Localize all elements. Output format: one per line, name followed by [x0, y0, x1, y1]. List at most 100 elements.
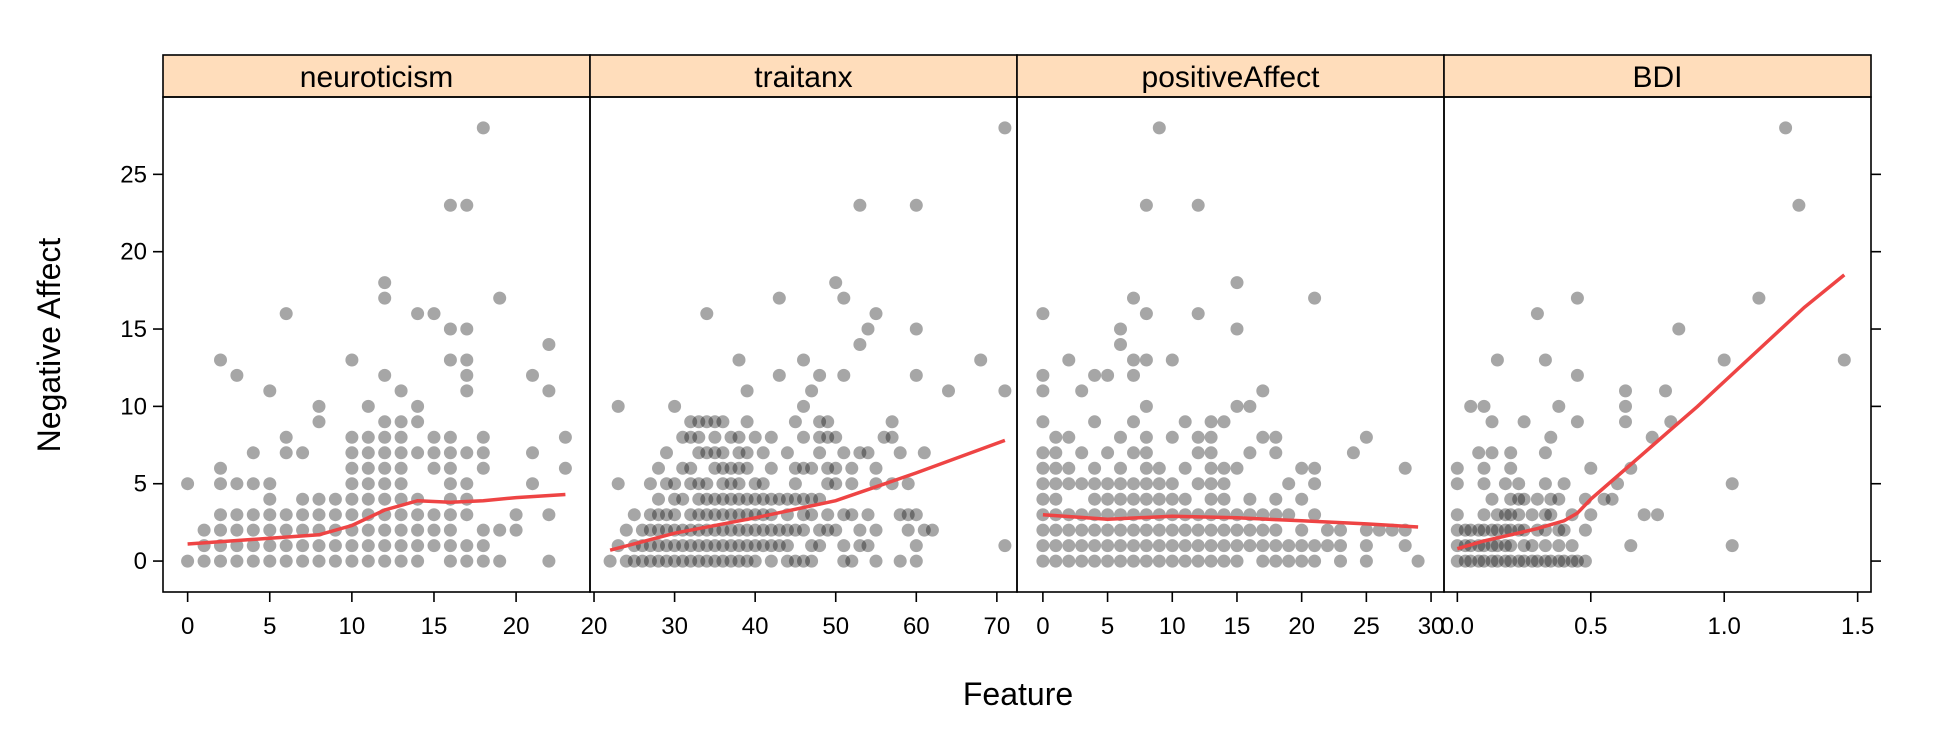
- data-point: [361, 554, 375, 568]
- data-point: [394, 523, 408, 537]
- data-point: [998, 384, 1012, 398]
- data-point: [1165, 353, 1179, 367]
- y-tick-label: 15: [120, 316, 147, 343]
- data-point: [708, 430, 722, 444]
- data-point: [279, 539, 293, 553]
- data-point: [1490, 539, 1504, 553]
- data-point: [1565, 554, 1579, 568]
- data-point: [312, 508, 326, 522]
- data-point: [724, 554, 738, 568]
- data-point: [1544, 554, 1558, 568]
- data-point: [263, 523, 277, 537]
- data-point: [861, 539, 875, 553]
- data-point: [821, 477, 835, 491]
- data-point: [1139, 554, 1153, 568]
- data-point: [1062, 554, 1076, 568]
- data-point: [805, 508, 819, 522]
- data-point: [345, 508, 359, 522]
- data-point: [700, 554, 714, 568]
- data-point: [909, 554, 923, 568]
- data-point: [443, 322, 457, 336]
- data-point: [476, 430, 490, 444]
- data-point: [716, 415, 730, 429]
- data-point: [877, 430, 891, 444]
- data-point: [263, 492, 277, 506]
- data-point: [1552, 523, 1566, 537]
- data-point: [296, 508, 310, 522]
- data-point: [684, 554, 698, 568]
- data-point: [378, 539, 392, 553]
- data-point: [1570, 554, 1584, 568]
- data-point: [1165, 523, 1179, 537]
- data-point: [845, 554, 859, 568]
- data-point: [427, 523, 441, 537]
- data-point: [1178, 415, 1192, 429]
- data-point: [1139, 430, 1153, 444]
- data-point: [837, 508, 851, 522]
- data-point: [1544, 492, 1558, 506]
- data-point: [230, 554, 244, 568]
- data-point: [411, 523, 425, 537]
- data-point: [692, 508, 706, 522]
- data-point: [1458, 554, 1472, 568]
- data-point: [692, 539, 706, 553]
- data-point: [652, 523, 665, 537]
- data-point: [263, 554, 277, 568]
- data-point: [476, 121, 490, 135]
- data-point: [1127, 492, 1140, 506]
- data-point: [700, 415, 714, 429]
- data-point: [684, 477, 698, 491]
- data-point: [1619, 399, 1632, 413]
- data-point: [1321, 523, 1334, 537]
- data-point: [542, 338, 556, 351]
- y-tick-label: 25: [120, 161, 147, 188]
- data-point: [1075, 446, 1089, 460]
- data-point: [263, 508, 277, 522]
- x-tick-label: 10: [1159, 613, 1186, 640]
- data-point: [1544, 430, 1558, 444]
- data-point: [1334, 539, 1347, 553]
- data-point: [312, 415, 326, 429]
- data-point: [724, 539, 738, 553]
- data-point: [1178, 461, 1192, 475]
- data-point: [676, 492, 690, 506]
- data-point: [603, 554, 617, 568]
- data-point: [460, 554, 474, 568]
- data-point: [1036, 523, 1050, 537]
- data-point: [1139, 461, 1153, 475]
- x-axis-neuroticism: 0 5 10 15 20: [181, 592, 529, 640]
- data-point: [893, 554, 907, 568]
- data-point: [1204, 554, 1218, 568]
- data-point: [246, 539, 260, 553]
- data-point: [901, 523, 915, 537]
- x-tick-label: 1.0: [1708, 613, 1741, 640]
- data-point: [1114, 477, 1127, 491]
- data-point: [1552, 539, 1566, 553]
- data-point: [378, 492, 392, 506]
- data-point: [643, 554, 657, 568]
- data-point: [1114, 492, 1127, 506]
- data-point: [1165, 539, 1179, 553]
- data-point: [1517, 539, 1531, 553]
- y-axis-title: Negative Affect: [31, 238, 67, 453]
- data-point: [893, 446, 907, 460]
- data-point: [821, 461, 835, 475]
- data-point: [700, 539, 714, 553]
- x-tick-label: 30: [1418, 613, 1445, 640]
- x-tick-label: 30: [661, 613, 688, 640]
- data-point: [1152, 477, 1166, 491]
- data-point: [476, 461, 490, 475]
- data-point: [296, 539, 310, 553]
- data-point: [443, 430, 457, 444]
- data-point: [214, 461, 227, 475]
- data-point: [732, 508, 746, 522]
- data-point: [1230, 461, 1244, 475]
- data-point: [394, 539, 408, 553]
- data-point: [230, 508, 244, 522]
- data-point: [1256, 539, 1270, 553]
- data-point: [692, 492, 706, 506]
- data-point: [1552, 554, 1566, 568]
- data-point: [1792, 198, 1806, 212]
- data-point: [1837, 353, 1851, 367]
- panel-positiveAffect: positiveAffect 0 5 10 15 20 25 30: [1016, 54, 1445, 640]
